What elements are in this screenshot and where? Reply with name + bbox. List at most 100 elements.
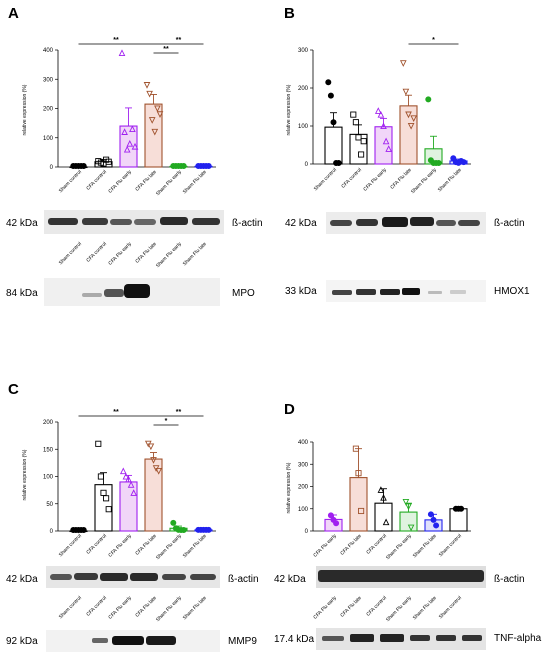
data-point — [402, 499, 410, 506]
panel-letter-a: A — [8, 5, 19, 22]
significance-label: ** — [113, 409, 119, 416]
chart-d: 0 100 200 300 400 relative expression (%) CFA … — [286, 440, 471, 623]
significance-label: * — [432, 37, 435, 44]
blot-lane-label: CFA Flu late — [134, 595, 158, 619]
data-point — [355, 470, 362, 477]
data-point — [335, 159, 342, 166]
bar — [349, 477, 368, 532]
data-point — [130, 489, 138, 496]
data-point — [458, 505, 465, 512]
data-point — [80, 162, 87, 169]
bar — [449, 508, 468, 532]
data-point — [327, 512, 334, 519]
data-point — [118, 49, 126, 56]
y-tick-label: 0 — [50, 165, 54, 171]
blot-lane-label: CFA Flu early — [107, 241, 133, 267]
data-point — [460, 159, 467, 166]
significance-label: * — [165, 418, 168, 425]
data-point — [180, 162, 187, 169]
data-point — [148, 117, 156, 124]
data-point — [385, 145, 393, 152]
y-tick-label: 0 — [50, 529, 54, 535]
data-point — [380, 494, 387, 501]
significance-label: ** — [176, 409, 182, 416]
data-point — [122, 472, 130, 480]
charts-layer: 0 100 200 300 400 relative expression (%) Sham… — [22, 37, 471, 623]
blot-d-tnf-label: TNF-alpha — [494, 633, 542, 644]
y-tick-label: 200 — [298, 86, 309, 92]
data-point — [127, 481, 135, 488]
data-point — [170, 519, 177, 526]
data-point — [80, 527, 87, 534]
data-point — [129, 125, 136, 133]
data-point — [103, 495, 110, 502]
category-label: Sham control — [313, 167, 338, 192]
blot-lane-label: Sham Flu early — [385, 595, 413, 623]
data-point — [121, 128, 128, 135]
blot-lane-label: Sham Flu late — [182, 241, 208, 267]
data-point — [402, 88, 410, 96]
data-point — [147, 443, 155, 451]
blot-a-actin-kda: 42 kDa — [6, 218, 38, 229]
significance-label: ** — [113, 37, 119, 44]
category-label: Sham Flu early — [410, 167, 438, 195]
blot-a-mpo-kda: 84 kDa — [6, 288, 38, 299]
category-label: CFA Flu late — [134, 169, 158, 193]
y-tick-label: 100 — [298, 124, 309, 130]
panel-letter-d: D — [284, 401, 295, 418]
data-point — [327, 92, 334, 99]
blot-d-actin-label: ß-actin — [494, 574, 525, 585]
data-point — [143, 82, 151, 89]
data-point — [156, 111, 164, 118]
blot-d-tnf-kda: 17.4 kDa — [274, 634, 314, 645]
data-point — [427, 511, 434, 518]
category-label: CFA Flu early — [107, 169, 133, 195]
data-point — [350, 111, 357, 118]
bar — [94, 484, 113, 532]
category-label: CFA Flu late — [389, 167, 413, 191]
data-point — [119, 467, 127, 475]
y-tick-label: 0 — [305, 529, 309, 535]
blot-lane-label: CFA Flu early — [312, 595, 338, 621]
significance-label: ** — [163, 46, 169, 53]
y-axis-title: relative expression (%) — [286, 84, 292, 135]
y-tick-label: 200 — [298, 485, 309, 491]
category-label: Sham Flu late — [182, 169, 208, 195]
data-point — [374, 107, 382, 114]
category-label: Sham Flu late — [437, 167, 463, 193]
blot-a-actin-strip — [44, 210, 224, 234]
blot-c-mmp9-kda: 92 kDa — [6, 636, 38, 647]
blot-c-actin-label: ß-actin — [228, 574, 259, 585]
category-label: Sham Flu early — [155, 533, 183, 561]
blot-d-tnf-strip — [316, 628, 486, 650]
y-tick-label: 0 — [305, 162, 309, 168]
y-tick-label: 100 — [298, 507, 309, 513]
category-label: Sham Flu early — [385, 533, 413, 561]
blot-lane-label: CFA Flu late — [134, 241, 158, 265]
blot-a-mpo-strip — [44, 278, 220, 306]
data-point — [380, 122, 387, 130]
blot-b-actin-kda: 42 kDa — [285, 218, 317, 229]
panel-letter-b: B — [284, 5, 295, 22]
data-point — [125, 475, 132, 483]
data-point — [425, 96, 432, 103]
data-point — [358, 151, 365, 158]
bar — [144, 458, 163, 532]
category-label: CFA Flu early — [312, 533, 338, 559]
y-tick-label: 200 — [43, 420, 54, 426]
data-point — [205, 162, 212, 169]
y-tick-label: 150 — [43, 447, 54, 453]
data-point — [430, 516, 437, 523]
data-point — [154, 105, 161, 113]
blot-b-actin-label: ß-actin — [494, 218, 525, 229]
data-point — [407, 524, 415, 532]
category-label: Sham control — [58, 533, 83, 558]
y-tick-label: 100 — [43, 475, 54, 481]
data-point — [150, 457, 157, 464]
bar — [374, 126, 393, 165]
chart-c: 0 50 100 150 200 relative expression (%) Sham … — [22, 409, 216, 623]
blot-d-actin-strip — [316, 566, 486, 588]
data-point — [155, 468, 163, 475]
data-point — [325, 79, 332, 86]
